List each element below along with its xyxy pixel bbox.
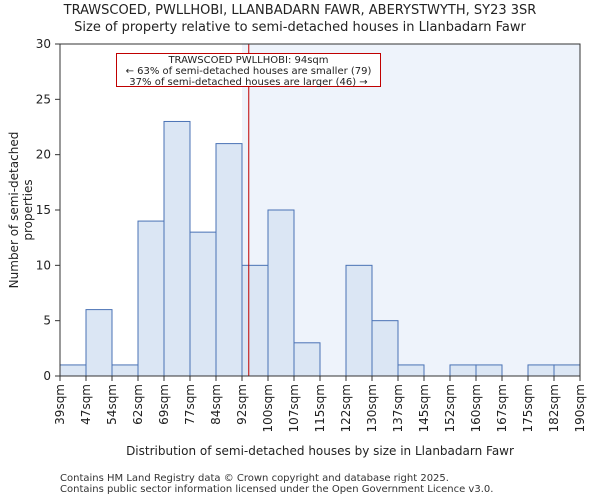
- footer-line1: Contains HM Land Registry data © Crown c…: [60, 473, 449, 484]
- y-tick: 30: [36, 37, 60, 51]
- x-tick: 84sqm: [209, 376, 223, 425]
- x-tick: 182sqm: [547, 376, 561, 432]
- x-tick: 39sqm: [53, 376, 67, 425]
- x-tick: 115sqm: [313, 376, 327, 432]
- bar-182sqm: [553, 364, 581, 377]
- x-tick-label: 100sqm: [261, 384, 275, 432]
- x-tick: 175sqm: [521, 376, 535, 432]
- bar-152sqm: [449, 364, 477, 377]
- x-tick-label: 84sqm: [209, 384, 223, 425]
- y-tick: 15: [36, 203, 60, 217]
- x-tick-label: 175sqm: [521, 384, 535, 432]
- footer-line2: Contains public sector information licen…: [60, 484, 494, 495]
- x-tick: 152sqm: [443, 376, 457, 432]
- bar-47sqm: [85, 309, 113, 377]
- bar-160sqm: [475, 364, 503, 377]
- y-tick: 5: [43, 314, 60, 328]
- y-tick-label: 25: [36, 92, 51, 106]
- y-tick-label: 20: [36, 148, 51, 162]
- bar-69sqm: [163, 120, 191, 377]
- bar-175sqm: [527, 364, 555, 377]
- bar-100sqm: [267, 209, 295, 377]
- x-tick: 145sqm: [417, 376, 431, 432]
- x-tick-label: 130sqm: [365, 384, 379, 432]
- x-tick: 122sqm: [339, 376, 353, 432]
- x-tick: 160sqm: [469, 376, 483, 432]
- x-tick-label: 137sqm: [391, 384, 405, 432]
- x-tick: 77sqm: [183, 376, 197, 425]
- bar-92sqm: [241, 264, 269, 377]
- x-tick-label: 190sqm: [573, 384, 587, 432]
- annotation-line3: 37% of semi-detached houses are larger (…: [129, 77, 368, 88]
- x-tick-label: 160sqm: [469, 384, 483, 432]
- x-tick: 130sqm: [365, 376, 379, 432]
- y-tick-label: 15: [36, 203, 51, 217]
- bar-39sqm: [59, 364, 87, 377]
- x-tick-label: 107sqm: [287, 384, 301, 432]
- x-tick-label: 145sqm: [417, 384, 431, 432]
- x-tick-label: 115sqm: [313, 384, 327, 432]
- x-tick-label: 182sqm: [547, 384, 561, 432]
- x-tick: 92sqm: [235, 376, 249, 425]
- bar-62sqm: [137, 220, 165, 377]
- annotation-line2: ← 63% of semi-detached houses are smalle…: [125, 66, 372, 77]
- x-tick-label: 152sqm: [443, 384, 457, 432]
- x-tick: 54sqm: [105, 376, 119, 425]
- x-tick: 100sqm: [261, 376, 275, 432]
- bar-77sqm: [189, 231, 217, 377]
- y-tick: 0: [43, 369, 60, 383]
- x-tick-label: 122sqm: [339, 384, 353, 432]
- y-tick: 20: [36, 148, 60, 162]
- x-tick: 69sqm: [157, 376, 171, 425]
- x-tick-label: 167sqm: [495, 384, 509, 432]
- larger-region-highlight: [242, 44, 580, 376]
- x-tick-label: 62sqm: [131, 384, 145, 425]
- y-tick-label: 0: [43, 369, 51, 383]
- x-tick: 190sqm: [573, 376, 587, 432]
- bar-54sqm: [111, 364, 139, 377]
- annotation-line1: TRAWSCOED PWLLHOBI: 94sqm: [168, 55, 329, 66]
- x-tick-label: 69sqm: [157, 384, 171, 425]
- bar-84sqm: [215, 143, 243, 377]
- x-tick: 62sqm: [131, 376, 145, 425]
- bar-137sqm: [397, 364, 425, 377]
- bar-122sqm: [345, 264, 373, 377]
- x-tick: 137sqm: [391, 376, 405, 432]
- x-tick-label: 47sqm: [79, 384, 93, 425]
- y-tick-label: 5: [43, 314, 51, 328]
- y-tick: 10: [36, 258, 60, 272]
- x-tick: 47sqm: [79, 376, 93, 425]
- x-tick-label: 54sqm: [105, 384, 119, 425]
- x-tick: 107sqm: [287, 376, 301, 432]
- x-tick-label: 92sqm: [235, 384, 249, 425]
- y-tick: 25: [36, 92, 60, 106]
- x-tick-label: 39sqm: [53, 384, 67, 425]
- x-axis-label: Distribution of semi-detached houses by …: [126, 444, 514, 458]
- y-tick-label: 30: [36, 37, 51, 51]
- chart-title-line1: TRAWSCOED, PWLLHOBI, LLANBADARN FAWR, AB…: [63, 3, 537, 18]
- bar-107sqm: [293, 342, 321, 377]
- y-axis-label: Number of semi-detached properties: [7, 131, 35, 289]
- bar-130sqm: [371, 320, 399, 377]
- property-annotation-box: TRAWSCOED PWLLHOBI: 94sqm ← 63% of semi-…: [116, 53, 381, 88]
- x-tick-label: 77sqm: [183, 384, 197, 425]
- y-tick-label: 10: [36, 258, 51, 272]
- chart-title-line2: Size of property relative to semi-detach…: [74, 20, 526, 35]
- x-tick: 167sqm: [495, 376, 509, 432]
